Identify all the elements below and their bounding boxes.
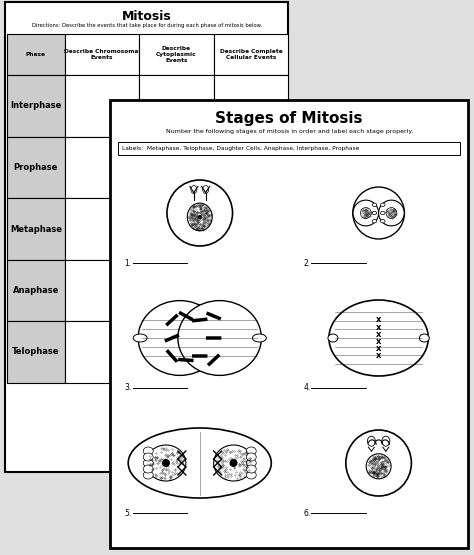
Ellipse shape bbox=[146, 445, 186, 481]
Ellipse shape bbox=[246, 447, 256, 455]
Ellipse shape bbox=[328, 334, 338, 342]
Text: x: x bbox=[376, 351, 381, 361]
Bar bbox=[139, 198, 214, 260]
Bar bbox=[64, 321, 139, 383]
Text: Directions: Describe the events that take place for during each phase of mitosis: Directions: Describe the events that tak… bbox=[32, 23, 262, 28]
Ellipse shape bbox=[381, 219, 385, 223]
Ellipse shape bbox=[381, 203, 385, 206]
Ellipse shape bbox=[214, 445, 254, 481]
Bar bbox=[214, 34, 288, 75]
Ellipse shape bbox=[138, 301, 222, 375]
Circle shape bbox=[379, 200, 404, 226]
Bar bbox=[64, 137, 139, 198]
Ellipse shape bbox=[133, 334, 147, 342]
Text: Describe Chromosomal
Events: Describe Chromosomal Events bbox=[64, 49, 140, 60]
Text: Phase: Phase bbox=[26, 52, 46, 57]
Text: 4.: 4. bbox=[303, 384, 311, 392]
Text: Prophase: Prophase bbox=[14, 163, 58, 172]
Circle shape bbox=[353, 187, 404, 239]
Bar bbox=[214, 198, 288, 260]
Bar bbox=[5, 2, 288, 472]
Text: Telophase: Telophase bbox=[12, 347, 60, 356]
Bar bbox=[7, 137, 64, 198]
Text: x: x bbox=[376, 330, 381, 339]
Bar bbox=[139, 75, 214, 137]
Ellipse shape bbox=[191, 185, 197, 194]
Ellipse shape bbox=[143, 471, 153, 479]
Ellipse shape bbox=[178, 301, 261, 375]
Ellipse shape bbox=[372, 211, 377, 215]
Bar bbox=[64, 198, 139, 260]
Text: Number the following stages of mitosis in order and label each stage properly.: Number the following stages of mitosis i… bbox=[165, 129, 413, 134]
Ellipse shape bbox=[372, 203, 377, 206]
Circle shape bbox=[353, 200, 379, 226]
Text: Metaphase: Metaphase bbox=[10, 225, 62, 234]
Bar bbox=[214, 260, 288, 321]
Bar bbox=[139, 321, 214, 383]
Ellipse shape bbox=[143, 459, 153, 467]
Ellipse shape bbox=[366, 454, 391, 479]
Text: x: x bbox=[376, 322, 381, 332]
Ellipse shape bbox=[386, 208, 397, 219]
Bar bbox=[64, 75, 139, 137]
Text: 1.: 1. bbox=[125, 259, 132, 268]
Text: Describe
Cytoplasmic
Events: Describe Cytoplasmic Events bbox=[156, 46, 197, 63]
Ellipse shape bbox=[253, 334, 266, 342]
Circle shape bbox=[346, 430, 411, 496]
Bar bbox=[214, 137, 288, 198]
Ellipse shape bbox=[367, 436, 375, 446]
Circle shape bbox=[229, 459, 237, 467]
Ellipse shape bbox=[143, 453, 153, 461]
Text: Stages of Mitosis: Stages of Mitosis bbox=[215, 110, 363, 125]
Ellipse shape bbox=[372, 219, 377, 223]
Bar bbox=[7, 34, 64, 75]
Bar bbox=[110, 100, 468, 548]
Text: x: x bbox=[376, 315, 381, 325]
Text: Labels:  Metaphase, Telophase, Daughter Cells, Anaphase, Interphase, Prophase: Labels: Metaphase, Telophase, Daughter C… bbox=[122, 146, 360, 151]
Text: Mitosis: Mitosis bbox=[122, 9, 172, 23]
Ellipse shape bbox=[382, 436, 390, 446]
Circle shape bbox=[365, 212, 367, 214]
Bar bbox=[64, 34, 139, 75]
Text: x: x bbox=[376, 337, 381, 346]
Text: 2.: 2. bbox=[303, 259, 310, 268]
Bar bbox=[139, 34, 214, 75]
Circle shape bbox=[377, 465, 380, 468]
Bar bbox=[139, 137, 214, 198]
Bar bbox=[214, 321, 288, 383]
Text: Anaphase: Anaphase bbox=[13, 286, 59, 295]
Ellipse shape bbox=[419, 334, 429, 342]
Ellipse shape bbox=[246, 453, 256, 461]
Ellipse shape bbox=[246, 459, 256, 467]
Text: 3.: 3. bbox=[125, 384, 132, 392]
Bar bbox=[7, 198, 64, 260]
Bar bbox=[7, 321, 64, 383]
Bar bbox=[7, 75, 64, 137]
Bar bbox=[214, 75, 288, 137]
Bar bbox=[7, 260, 64, 321]
Circle shape bbox=[390, 212, 392, 214]
Text: Describe Complete
Cellular Events: Describe Complete Cellular Events bbox=[219, 49, 283, 60]
Circle shape bbox=[162, 459, 170, 467]
Bar bbox=[139, 260, 214, 321]
Ellipse shape bbox=[187, 203, 212, 231]
Text: x: x bbox=[376, 344, 381, 354]
Bar bbox=[64, 260, 139, 321]
Text: Interphase: Interphase bbox=[10, 102, 62, 110]
Circle shape bbox=[167, 180, 233, 246]
Ellipse shape bbox=[143, 447, 153, 455]
Ellipse shape bbox=[360, 208, 371, 219]
Ellipse shape bbox=[246, 471, 256, 479]
Ellipse shape bbox=[128, 428, 271, 498]
Ellipse shape bbox=[246, 465, 256, 473]
Text: 6.: 6. bbox=[303, 508, 311, 517]
Ellipse shape bbox=[203, 185, 209, 194]
Ellipse shape bbox=[381, 211, 385, 215]
Bar bbox=[118, 142, 460, 155]
Ellipse shape bbox=[143, 465, 153, 473]
Circle shape bbox=[198, 215, 202, 219]
Text: 5.: 5. bbox=[125, 508, 132, 517]
Ellipse shape bbox=[329, 300, 428, 376]
